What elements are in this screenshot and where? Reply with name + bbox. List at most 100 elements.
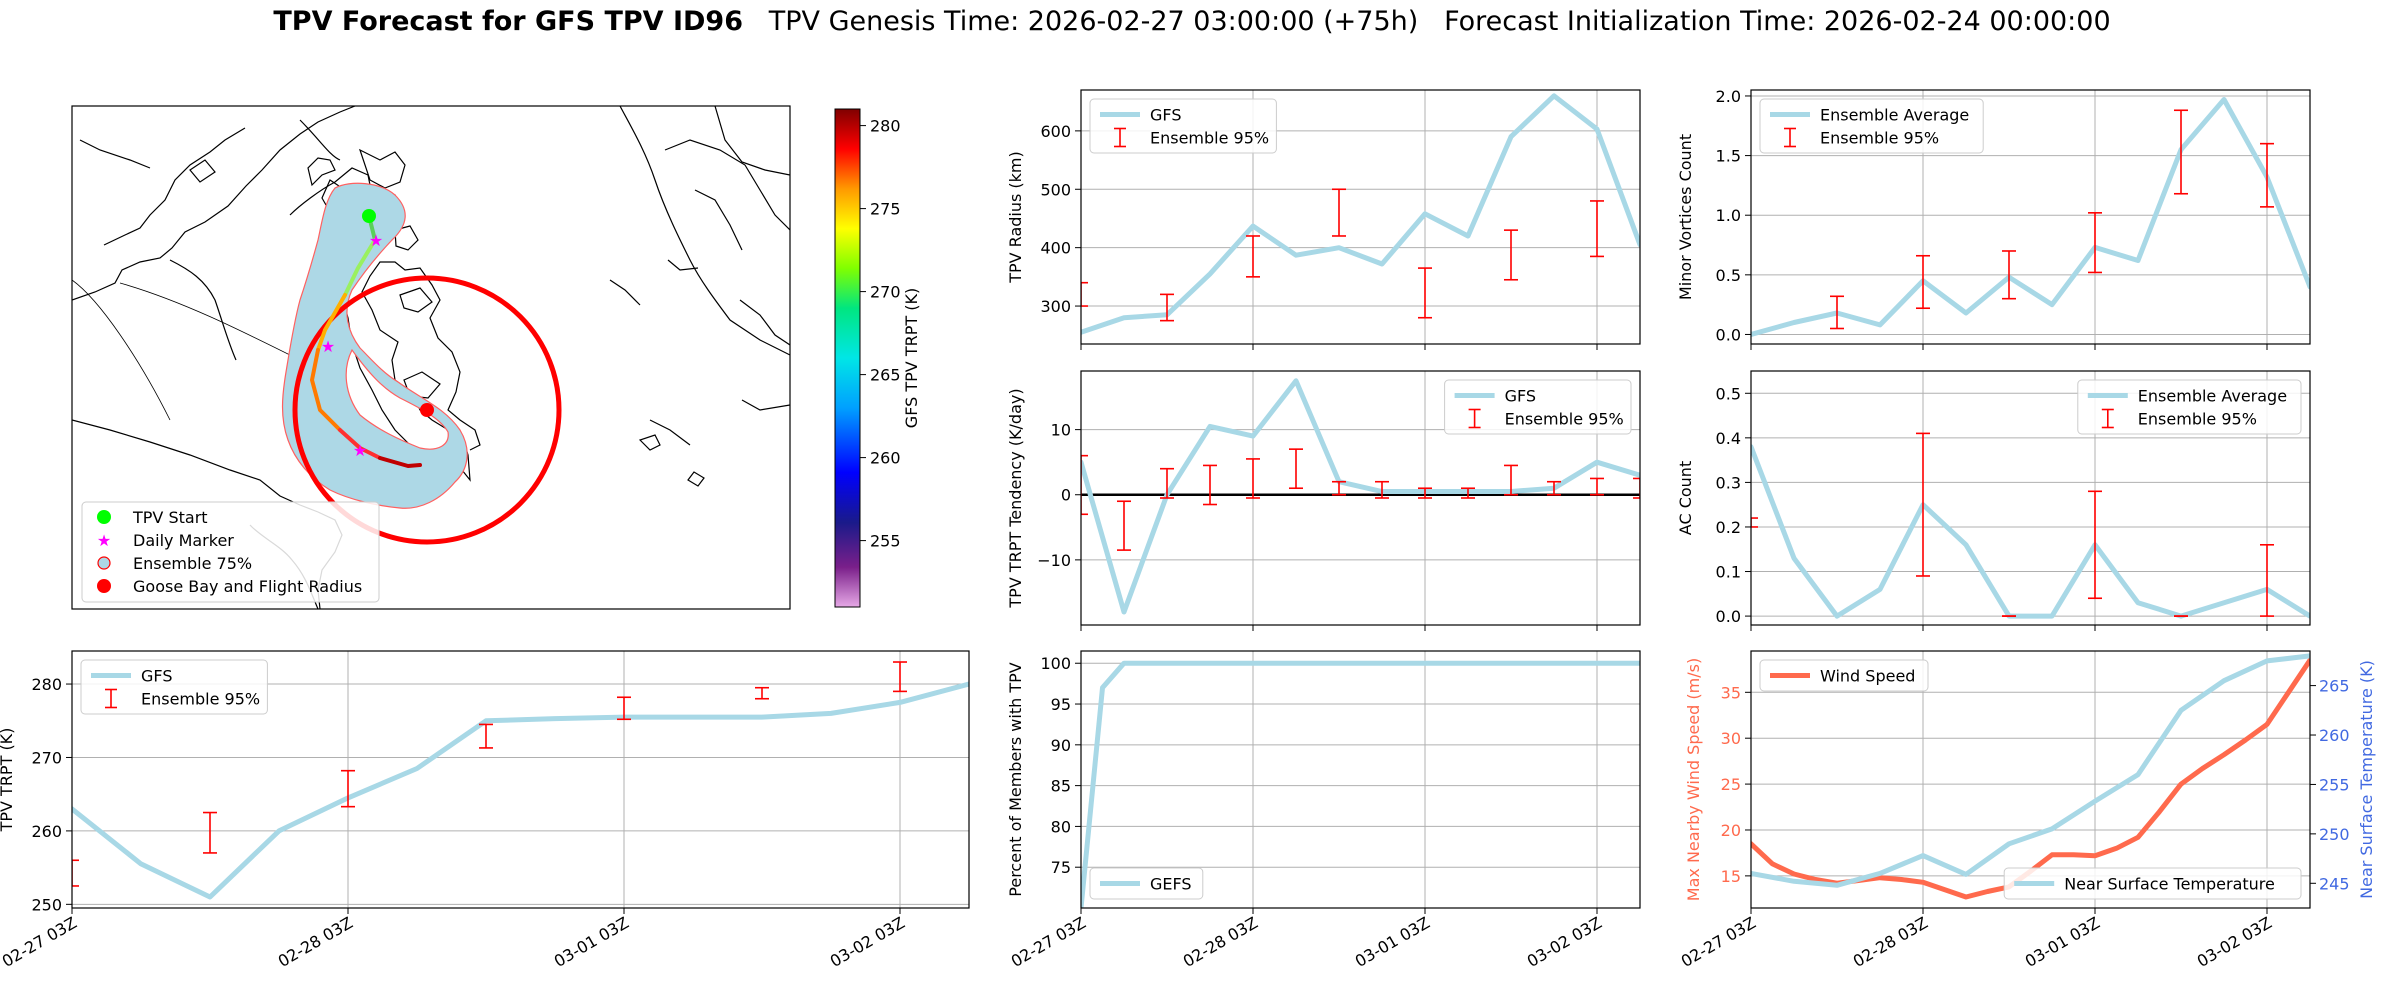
figure-title: TPV Forecast for GFS TPV ID96 TPV Genesi… <box>0 6 2384 37</box>
legend-label-minor-1: Ensemble 95% <box>1820 129 1939 148</box>
legend-label-wind-0: Near Surface Temperature <box>2064 875 2275 894</box>
ytick-label-members-0: 75 <box>1051 858 1071 877</box>
series-line-ac-0 <box>1751 444 2310 619</box>
figure-title-init: Forecast Initialization Time: 2026-02-24… <box>1444 6 2111 37</box>
ytick-label-tendency-1: 0 <box>1061 486 1071 505</box>
colorbar-tick-label-1: 260 <box>870 449 901 468</box>
chart-radius: 300 400 500 600 TPV Radius (km) GFS Ensemble 9… <box>1006 89 1641 350</box>
chart-frame-minor <box>1750 89 2311 345</box>
legend-box-ac <box>2077 379 2302 435</box>
legend-minor: Ensemble Average Ensemble 95% <box>1759 98 1984 154</box>
series-line-members-0 <box>1081 660 1640 908</box>
chart-frame-radius <box>1080 89 1641 345</box>
legend-label-members-0: GEFS <box>1150 875 1192 894</box>
tpv-track <box>310 214 422 468</box>
xtick-label-wind-2: 03-01 03Z <box>2022 913 2103 971</box>
colorbar-tick-label-4: 275 <box>870 200 901 219</box>
xtick-label-trpt-3: 03-02 03Z <box>827 913 908 971</box>
ytick-label-tendency-0: −10 <box>1037 551 1071 570</box>
series-line-wind-1 <box>1751 653 2310 888</box>
plot-area-tendency <box>1081 378 1640 615</box>
ytick-label-members-1: 80 <box>1051 817 1071 836</box>
chart-frame-members <box>1080 650 1641 909</box>
legend-label-ac-1: Ensemble 95% <box>2138 410 2257 429</box>
blue-circle-icon <box>97 556 111 570</box>
xtick-label-members-1: 02-28 03Z <box>1180 913 1261 971</box>
ytick-label-ac-4: 0.4 <box>1716 429 1741 448</box>
ytick-label-members-2: 85 <box>1051 777 1071 796</box>
flight-radius-circle <box>292 275 562 545</box>
xtick-label-members-0: 02-27 03Z <box>1008 913 1089 971</box>
series-line-radius-0 <box>1081 93 1640 335</box>
ytick-label-wind-4: 35 <box>1721 683 1741 702</box>
legend-tendency: GFS Ensemble 95% <box>1444 379 1632 435</box>
colorbar-gradient <box>834 108 861 608</box>
series-line-trpt-0 <box>72 681 969 900</box>
ytick-label-ac-5: 0.5 <box>1716 384 1741 403</box>
ytick-label-ac-0: 0.0 <box>1716 607 1741 626</box>
ytick-label-radius-3: 600 <box>1040 122 1071 141</box>
map-panel: ★ ★ ★ ★ TPV Start Daily Marker Ensemble … <box>71 105 921 610</box>
xtick-label-trpt-2: 03-01 03Z <box>551 913 632 971</box>
chart-frame-wind <box>1750 650 2311 909</box>
ylabel-members: Percent of Members with TPV <box>1006 662 1025 896</box>
legend-label-trpt-1: Ensemble 95% <box>141 690 260 709</box>
map-frame <box>71 105 791 610</box>
legend-label-tendency-1: Ensemble 95% <box>1505 410 1624 429</box>
map-legend: ★ TPV Start Daily Marker Ensemble 75% Go… <box>81 501 380 603</box>
map-legend-label-2: Ensemble 75% <box>133 554 252 573</box>
xtick-label-members-2: 03-01 03Z <box>1352 913 1433 971</box>
plot-area-radius <box>1081 93 1640 335</box>
series-line-minor-0 <box>1751 97 2310 337</box>
goose-bay-marker <box>420 403 434 417</box>
ytick-label-radius-2: 500 <box>1040 180 1071 199</box>
xtick-label-trpt-1: 02-28 03Z <box>275 913 356 971</box>
chart-minor: 0.0 0.5 1.0 1.5 2.0 Minor Vortices Count Ensem… <box>1676 87 2311 350</box>
ytick-right-label-wind-3: 260 <box>2319 726 2350 745</box>
chart-frame-trpt <box>71 650 970 909</box>
figure-title-genesis: TPV Genesis Time: 2026-02-27 03:00:00 (+… <box>768 6 1419 37</box>
colorbar-ticks: 255 260 265 270 275 280 <box>860 117 901 551</box>
ytick-right-label-wind-0: 245 <box>2319 874 2350 893</box>
ytick-label-trpt-0: 250 <box>31 895 62 914</box>
chart-members: 75 80 85 90 95 100 02-27 03Z 02-28 03Z 03-01 03Z… <box>1006 650 1641 971</box>
ytick-label-trpt-2: 270 <box>31 748 62 767</box>
map-legend-box <box>81 501 380 603</box>
ytick-label-members-4: 95 <box>1051 695 1071 714</box>
ytick-label-trpt-1: 260 <box>31 822 62 841</box>
colorbar: 255 260 265 270 275 280 GFS TPV TRPT (K) <box>834 108 921 608</box>
ytick-label-ac-1: 0.1 <box>1716 563 1741 582</box>
chart-ac: 0.0 0.1 0.2 0.3 0.4 0.5 AC Count Ensemble Avera… <box>1676 370 2311 631</box>
chart-tendency: −10 0 10 TPV TRPT Tendency (K/day) GFS Ensemb… <box>1006 370 1641 631</box>
legend-wind: Wind Speed <box>1759 659 1929 692</box>
ylabel-trpt: TPV TRPT (K) <box>0 728 16 833</box>
ytick-label-ac-3: 0.3 <box>1716 473 1741 492</box>
xtick-label-trpt-0: 02-27 03Z <box>0 913 80 971</box>
legend-label-trpt-0: GFS <box>141 667 172 686</box>
legend-box-wind-right <box>2003 867 2302 900</box>
red-dot-icon <box>97 579 111 593</box>
ytick-right-label-wind-4: 265 <box>2319 677 2350 696</box>
ytick-label-tendency-2: 10 <box>1051 421 1071 440</box>
ytick-label-minor-3: 1.5 <box>1716 147 1741 166</box>
ytick-label-members-3: 90 <box>1051 736 1071 755</box>
map-content: ★ ★ ★ <box>72 106 790 609</box>
ylabel-wind: Max Nearby Wind Speed (m/s) <box>1684 658 1703 901</box>
map-legend-label-0: TPV Start <box>132 508 208 527</box>
ytick-right-label-wind-2: 255 <box>2319 775 2350 794</box>
ytick-label-radius-1: 400 <box>1040 239 1071 258</box>
magenta-star-icon: ★ <box>97 531 111 550</box>
chart-trpt: 250 260 270 280 02-27 03Z 02-28 03Z 03-01 03Z 0… <box>0 650 970 971</box>
legend-label-radius-1: Ensemble 95% <box>1150 129 1269 148</box>
ytick-label-minor-2: 1.0 <box>1716 206 1741 225</box>
xtick-label-wind-1: 02-28 03Z <box>1850 913 1931 971</box>
plot-area-trpt <box>72 661 969 900</box>
plot-area-ac <box>1751 432 2310 619</box>
ytick-label-trpt-3: 280 <box>31 675 62 694</box>
ytick-label-wind-2: 25 <box>1721 775 1741 794</box>
legend-label-minor-0: Ensemble Average <box>1820 106 1969 125</box>
colorbar-tick-label-3: 270 <box>870 283 901 302</box>
ytick-label-minor-0: 0.0 <box>1716 325 1741 344</box>
tpv-start-marker <box>362 209 376 223</box>
